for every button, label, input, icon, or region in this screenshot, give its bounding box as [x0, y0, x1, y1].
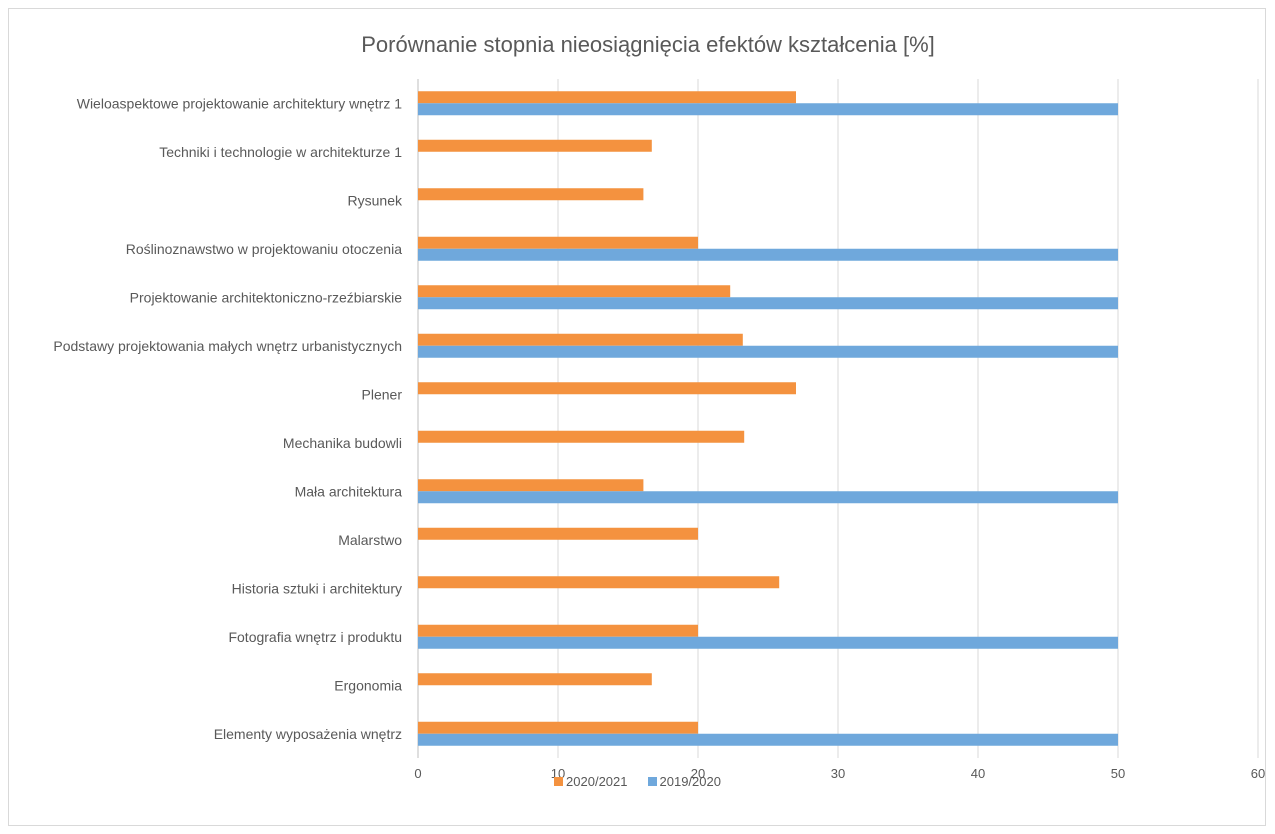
tick-label-60: 60 [1251, 766, 1265, 781]
legend-swatch-2019-2020 [647, 777, 657, 786]
bar-2019-2020 [418, 345, 1118, 358]
bar-2020-2021 [418, 188, 644, 201]
category-label: Mała architektura [295, 483, 403, 499]
tick-label-0: 0 [414, 766, 421, 781]
category-label: Plener [362, 386, 403, 402]
chart-title: Porównanie stopnia nieosiągnięcia efektó… [361, 32, 935, 57]
bar-2019-2020 [418, 636, 1118, 649]
category-label: Elementy wyposażenia wnętrz [214, 726, 402, 742]
legend-swatch-2020-2021 [554, 777, 564, 786]
bar-2020-2021 [418, 576, 780, 589]
category-label: Mechanika budowli [283, 435, 402, 451]
category-label: Projektowanie architektoniczno-rzeźbiars… [130, 289, 403, 305]
category-label: Historia sztuki i architektury [232, 580, 402, 596]
category-labels: Wieloaspektowe projektowanie architektur… [53, 95, 403, 742]
category-label: Roślinoznawstwo w projektowaniu otoczeni… [126, 241, 402, 257]
tick-labels: 0 10 20 30 40 50 60 [414, 766, 1265, 781]
bar-2020-2021 [418, 527, 698, 540]
bar-2020-2021 [418, 430, 745, 443]
bar-2019-2020 [418, 103, 1118, 116]
legend: 2020/2021 2019/2020 [0, 774, 1275, 789]
bar-2020-2021 [418, 139, 652, 152]
tick-label-40: 40 [971, 766, 985, 781]
category-label: Malarstwo [338, 532, 402, 548]
tick-label-30: 30 [831, 766, 845, 781]
gridlines [417, 79, 1259, 758]
tick-label-50: 50 [1111, 766, 1125, 781]
category-label: Podstawy projektowania małych wnętrz urb… [53, 338, 402, 354]
category-label: Ergonomia [334, 677, 402, 693]
bar-2020-2021 [418, 479, 644, 492]
bar-2019-2020 [418, 248, 1118, 261]
bar-2020-2021 [418, 91, 796, 104]
bar-2020-2021 [418, 721, 698, 734]
bar-2019-2020 [418, 733, 1118, 746]
bar-2020-2021 [418, 673, 652, 686]
legend-label-2019-2020: 2019/2020 [659, 774, 721, 789]
bar-2020-2021 [418, 624, 698, 637]
bar-2020-2021 [418, 382, 796, 395]
category-label: Wieloaspektowe projektowanie architektur… [77, 95, 402, 111]
bar-2020-2021 [418, 236, 698, 249]
tick-label-20: 20 [691, 766, 705, 781]
bar-2019-2020 [418, 491, 1118, 504]
category-label: Rysunek [348, 192, 403, 208]
bar-2020-2021 [418, 333, 743, 346]
legend-item-2020-2021: 2020/2021 [554, 774, 628, 789]
bar-2020-2021 [418, 285, 731, 298]
legend-label-2020-2021: 2020/2021 [566, 774, 628, 789]
bar-2019-2020 [418, 297, 1118, 310]
category-label: Fotografia wnętrz i produktu [228, 629, 402, 645]
category-label: Techniki i technologie w architekturze 1 [159, 144, 402, 160]
bars [418, 91, 1118, 746]
legend-item-2019-2020: 2019/2020 [647, 774, 721, 789]
